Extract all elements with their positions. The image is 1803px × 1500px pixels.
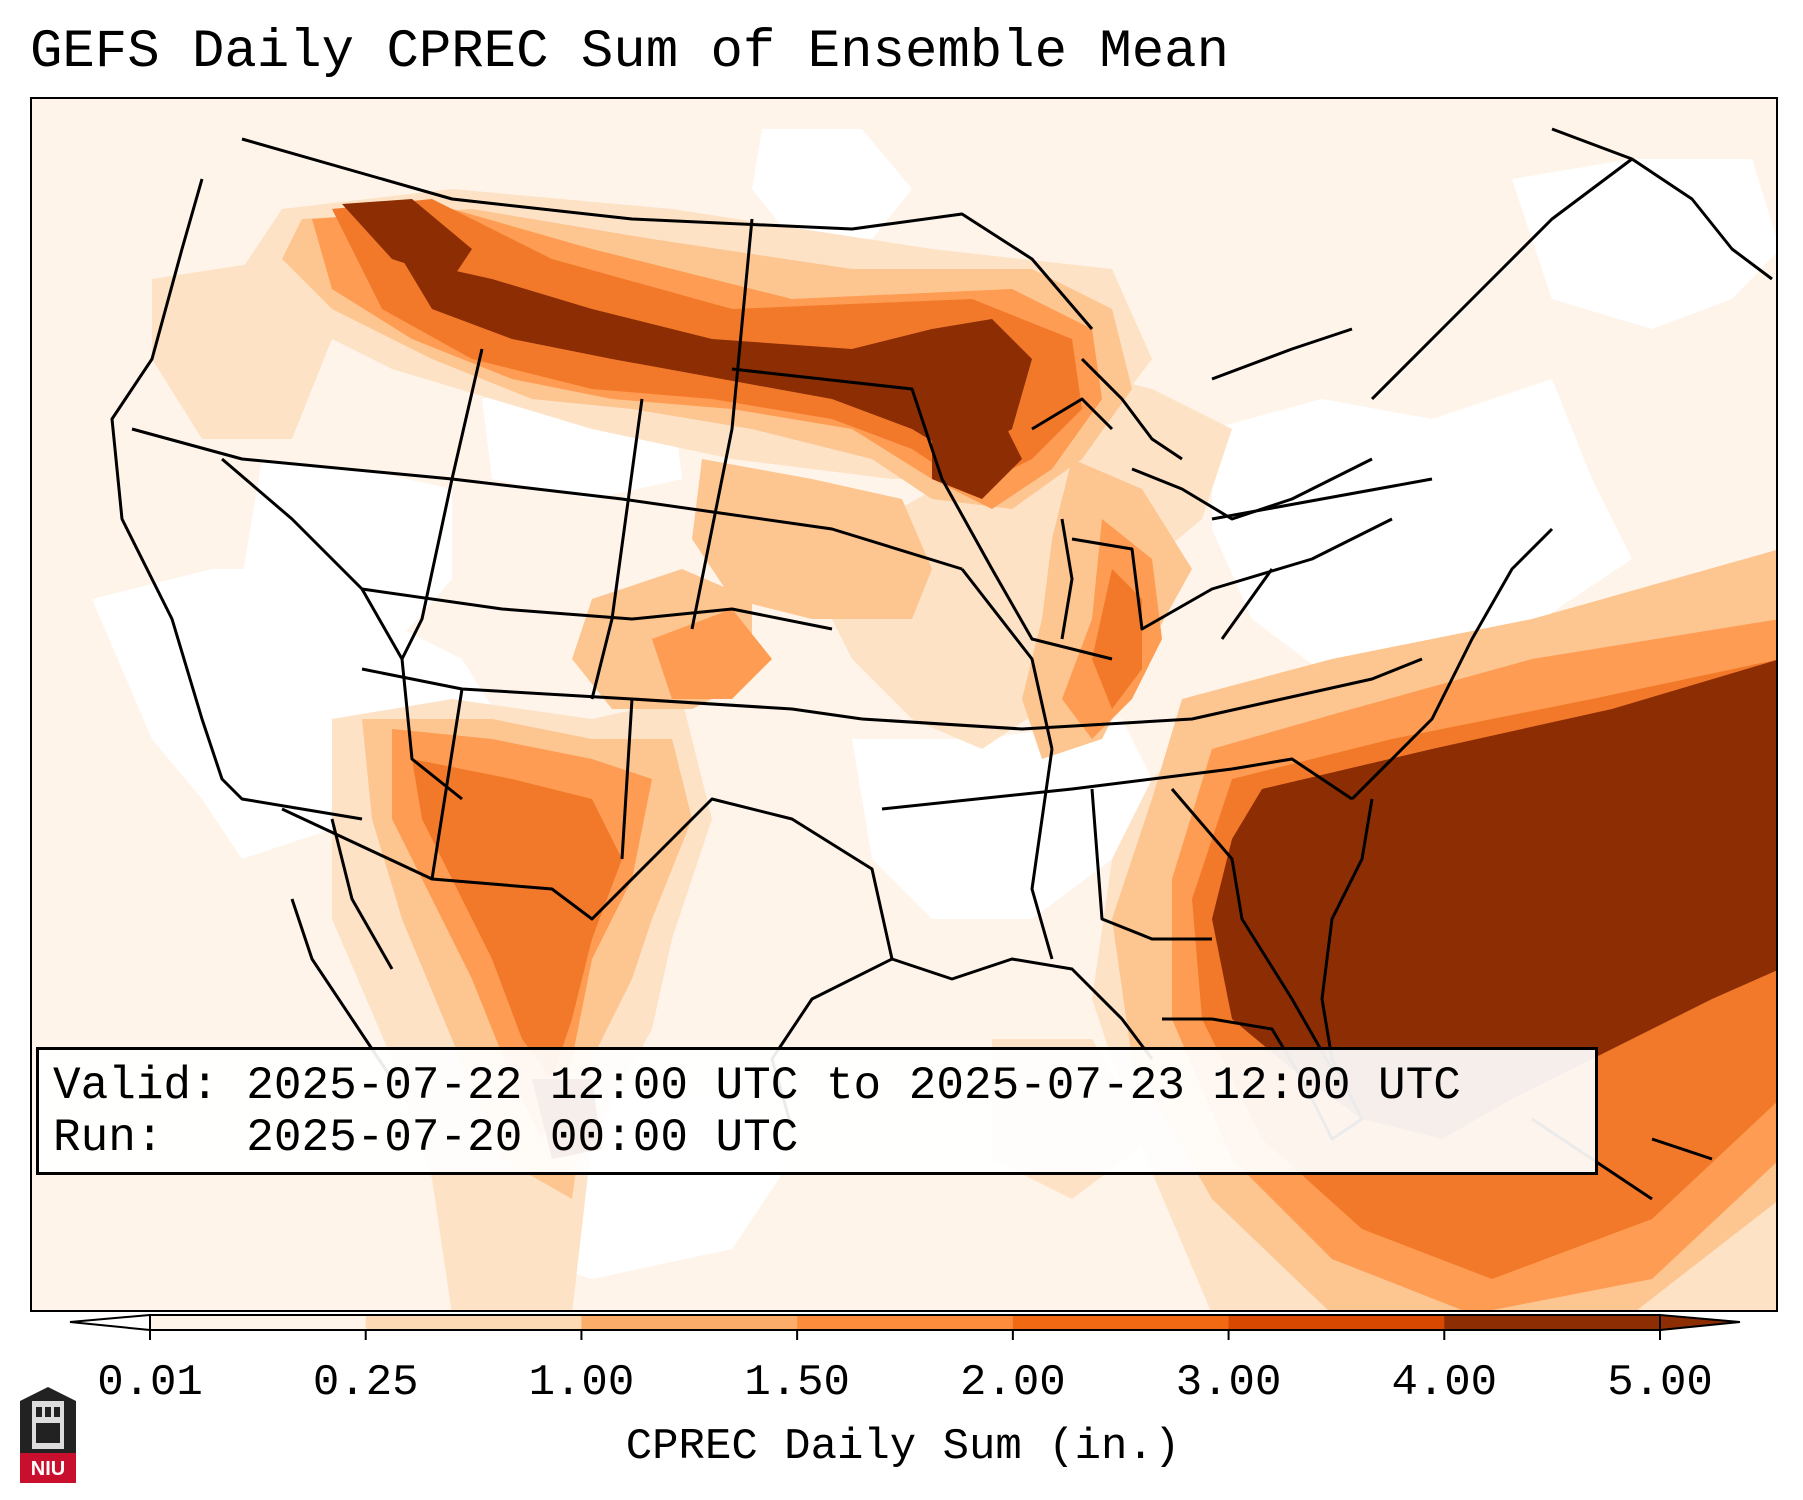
colorbar-tick-label: 4.00 — [1391, 1358, 1498, 1408]
run-label: Run: — [53, 1112, 164, 1164]
colorbar-tick-label: 2.00 — [960, 1358, 1066, 1408]
colorbar-segment — [1012, 1315, 1230, 1330]
colorbar-tick-marks — [149, 1330, 1661, 1340]
colorbar-tick-label: 3.00 — [1175, 1358, 1282, 1408]
logo-text: NIU — [31, 1458, 65, 1480]
niu-logo: NIU — [20, 1387, 76, 1483]
colorbar — [69, 1313, 1741, 1340]
run-value: 2025-07-20 00:00 UTC — [246, 1112, 799, 1164]
colorbar-tick-label: 0.01 — [97, 1358, 203, 1408]
colorbar-min-extension — [69, 1313, 151, 1332]
colorbar-segment — [1444, 1315, 1661, 1330]
colorbar-segment — [150, 1315, 367, 1330]
valid-label: Valid: — [53, 1060, 219, 1112]
colorbar-label: CPREC Daily Sum (in.) — [625, 1422, 1181, 1472]
colorbar-max-extension — [1659, 1313, 1741, 1332]
colorbar-segment — [1228, 1315, 1445, 1330]
map-title: GEFS Daily CPREC Sum of Ensemble Mean — [30, 22, 1229, 83]
precip-extreme-bands — [342, 199, 1776, 1159]
valid-value: 2025-07-22 12:00 UTC to 2025-07-23 12:00… — [246, 1060, 1461, 1112]
valid-run-info-box: Valid: 2025-07-22 12:00 UTC to 2025-07-2… — [36, 1047, 1598, 1175]
colorbar-segment — [581, 1315, 798, 1330]
colorbar-tick-label: 0.25 — [312, 1358, 419, 1408]
state-boundaries — [110, 137, 1433, 1070]
colorbar-segments — [149, 1314, 1661, 1331]
colorbar-segment — [797, 1315, 1014, 1330]
colorbar-tick-label: 1.50 — [744, 1358, 850, 1408]
colorbar-segment — [365, 1315, 582, 1330]
colorbar-tick-label: 1.00 — [528, 1358, 635, 1408]
colorbar-tick-label: 5.00 — [1607, 1358, 1713, 1408]
